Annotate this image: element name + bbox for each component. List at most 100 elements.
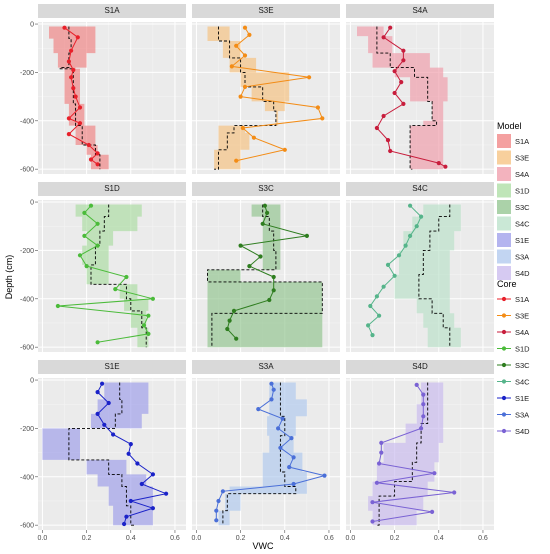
core-point bbox=[385, 262, 391, 267]
core-point bbox=[374, 294, 379, 299]
core-point bbox=[381, 113, 386, 119]
core-point bbox=[77, 121, 83, 126]
core-point bbox=[100, 381, 105, 386]
legend-model-label: S4D bbox=[515, 269, 530, 278]
core-point bbox=[229, 64, 234, 69]
core-point bbox=[69, 75, 74, 80]
legend-model-label: S1D bbox=[515, 187, 530, 196]
x-tick-label: 0.4 bbox=[280, 535, 290, 542]
core-point bbox=[102, 422, 107, 427]
core-point bbox=[414, 382, 419, 387]
model-ribbon bbox=[368, 382, 444, 526]
core-point bbox=[111, 432, 116, 437]
legend-model-swatch bbox=[497, 216, 511, 231]
core-point bbox=[126, 451, 131, 456]
model-median-line bbox=[376, 26, 438, 170]
core-point bbox=[291, 455, 296, 460]
core-point bbox=[282, 147, 287, 152]
legend-core-label: S3A bbox=[515, 411, 529, 420]
core-point bbox=[150, 506, 155, 511]
core-point bbox=[396, 253, 402, 258]
legend-core-label: S1E bbox=[515, 394, 529, 403]
legend-core-label: S4A bbox=[515, 328, 529, 337]
panel-s1d: S1D 0 -200 -400 -600 bbox=[20, 182, 186, 352]
core-point bbox=[234, 43, 239, 48]
core-point bbox=[388, 25, 393, 30]
core-point bbox=[370, 519, 375, 524]
core-point bbox=[84, 264, 89, 269]
core-point bbox=[452, 490, 457, 495]
core-point bbox=[322, 473, 327, 478]
core-point bbox=[278, 445, 283, 450]
y-tick-label: -600 bbox=[20, 523, 34, 530]
core-point bbox=[379, 450, 384, 455]
legend-model-swatch bbox=[497, 167, 511, 181]
core-point bbox=[377, 313, 382, 318]
strip-background bbox=[192, 360, 340, 374]
model-ribbon bbox=[207, 204, 323, 348]
legend: Model S1A S3E S4A S1D S3C S4C S1E S3A S4D Core S… bbox=[497, 121, 530, 436]
legend-core-point bbox=[501, 329, 507, 335]
core-point bbox=[381, 35, 386, 40]
core-point bbox=[164, 491, 169, 496]
core-point bbox=[82, 210, 87, 215]
core-point bbox=[95, 390, 100, 395]
model-ribbon bbox=[49, 26, 109, 170]
core-point bbox=[62, 25, 67, 30]
legend-core-label: S1D bbox=[515, 345, 530, 354]
strip-background bbox=[346, 4, 494, 18]
core-point bbox=[242, 53, 248, 58]
core-point bbox=[216, 498, 221, 504]
legend-core-point bbox=[501, 313, 507, 318]
legend-core-point bbox=[501, 412, 507, 417]
panel-s3c: S3C bbox=[192, 182, 340, 352]
strip-label: S1A bbox=[104, 6, 120, 15]
core-point bbox=[75, 35, 80, 40]
model-median-line bbox=[90, 204, 147, 348]
core-point bbox=[269, 381, 274, 386]
legend-model-label: S1E bbox=[515, 236, 529, 245]
model-median-line bbox=[68, 382, 136, 526]
core-line bbox=[215, 383, 325, 521]
core-point bbox=[95, 340, 100, 345]
core-point bbox=[73, 94, 78, 99]
strip-label: S3A bbox=[258, 362, 274, 371]
core-point bbox=[370, 500, 375, 505]
core-point bbox=[269, 397, 274, 402]
core-point bbox=[240, 125, 245, 131]
x-tick-label: 0.6 bbox=[324, 535, 334, 542]
model-median-line bbox=[59, 26, 101, 170]
core-point bbox=[66, 59, 71, 64]
core-point bbox=[421, 414, 426, 419]
strip-background bbox=[192, 4, 340, 18]
y-tick-label: -600 bbox=[20, 167, 34, 174]
model-median-line bbox=[207, 204, 323, 348]
core-point bbox=[95, 151, 100, 156]
core-point bbox=[251, 135, 256, 140]
core-point bbox=[128, 442, 133, 447]
core-point bbox=[392, 273, 397, 278]
core-point bbox=[271, 274, 276, 280]
core-point bbox=[55, 303, 61, 309]
core-point bbox=[368, 303, 373, 309]
panel-s1e: S1E 0 -200 -400 -600 0.0 0.2 0.4 0.6 bbox=[20, 360, 186, 542]
legend-model-label: S3C bbox=[515, 203, 530, 212]
legend-model-label: S1A bbox=[515, 137, 529, 146]
strip-label: S3C bbox=[258, 184, 274, 193]
core-point bbox=[242, 25, 248, 30]
core-point bbox=[287, 465, 292, 470]
core-point bbox=[214, 518, 219, 523]
legend-core-label: S3C bbox=[515, 361, 530, 370]
core-point bbox=[225, 326, 230, 332]
core-point bbox=[69, 48, 74, 53]
core-point bbox=[401, 58, 406, 63]
y-tick-label: -600 bbox=[20, 345, 34, 352]
core-point bbox=[95, 411, 100, 416]
model-median-line bbox=[376, 382, 429, 526]
core-point bbox=[256, 407, 261, 412]
x-tick-label: 0.6 bbox=[170, 535, 180, 542]
model-ribbon bbox=[42, 382, 158, 526]
legend-model-swatch bbox=[497, 134, 511, 148]
y-axis-title: Depth (cm) bbox=[4, 255, 14, 300]
core-point bbox=[82, 233, 87, 238]
